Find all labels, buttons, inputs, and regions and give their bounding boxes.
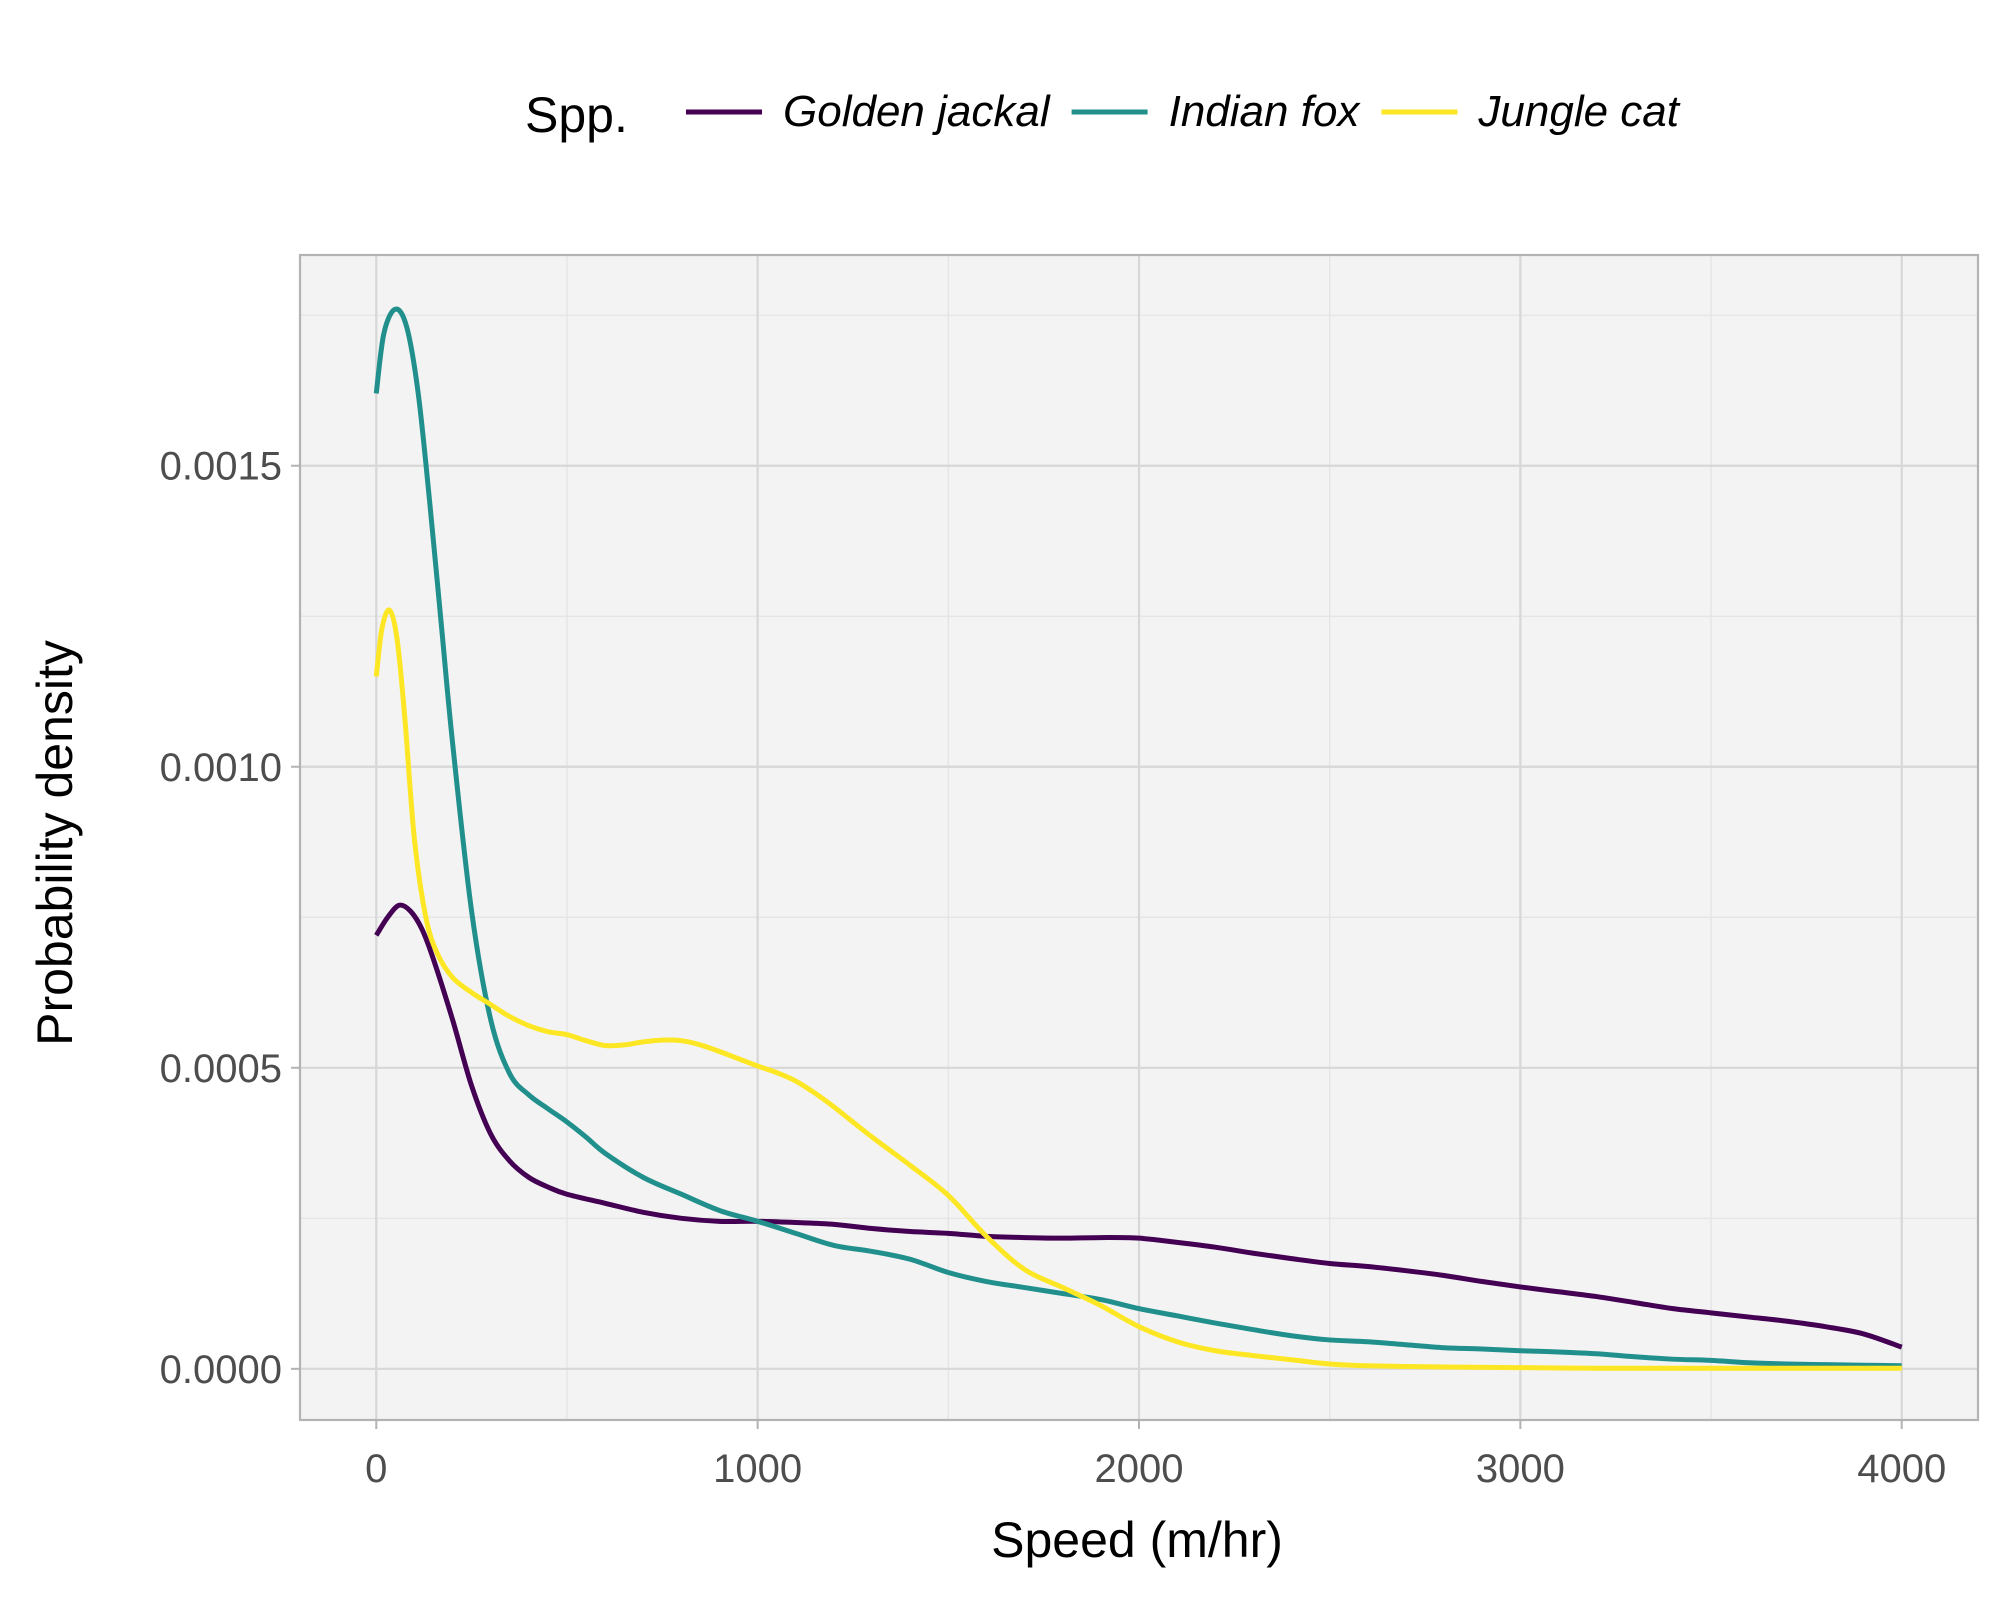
y-axis-title: Probability density [27,640,83,1046]
legend: Spp. Golden jackal Indian fox Jungle cat [525,87,1681,143]
y-tick-label: 0.0005 [160,1047,282,1091]
legend-label-indian-fox: Indian fox [1169,87,1362,136]
series-line-jungle-cat [373,607,1902,1371]
x-tick-label: 4000 [1857,1447,1946,1491]
x-tick-label: 2000 [1095,1447,1184,1491]
y-tick-label: 0.0010 [160,746,282,790]
y-axis: 0.0000 0.0005 0.0010 0.0015 [160,445,300,1392]
y-tick-label: 0.0015 [160,445,282,489]
x-tick-label: 3000 [1476,1447,1565,1491]
series-lines [373,306,1903,1371]
legend-label-golden-jackal: Golden jackal [783,87,1051,136]
x-axis-title: Speed (m/hr) [991,1512,1283,1568]
major-gridlines [300,255,1978,1420]
x-tick-label: 1000 [713,1447,802,1491]
series-line-golden-jackal [374,902,1903,1350]
x-axis: 0 1000 2000 3000 4000 [365,1420,1946,1491]
y-tick-label: 0.0000 [160,1348,282,1392]
legend-title: Spp. [525,87,628,143]
legend-label-jungle-cat: Jungle cat [1477,87,1680,136]
series-line-indian-fox [373,306,1902,1369]
x-tick-label: 0 [365,1447,387,1491]
